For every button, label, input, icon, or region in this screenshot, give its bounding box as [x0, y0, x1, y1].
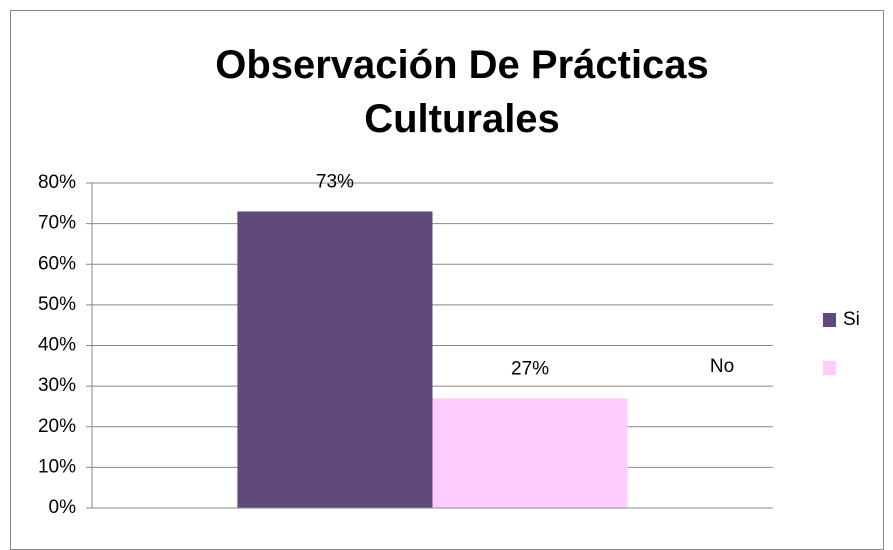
- y-tick-label: 50%: [38, 294, 76, 315]
- data-label: 73%: [316, 171, 354, 192]
- annotation: No: [710, 356, 734, 377]
- chart: 0% 10% 20% 30% 40% 50% 60% 70% 80% 73% 27% Si No: [38, 171, 860, 518]
- y-tick-label: 60%: [38, 253, 76, 274]
- y-tick-label: 40%: [38, 335, 76, 356]
- y-tick-label: 80%: [38, 172, 76, 193]
- y-tick-label: 10%: [38, 456, 76, 477]
- data-label: 27%: [511, 358, 549, 379]
- legend-label: Si: [843, 309, 860, 330]
- legend-swatch: [823, 361, 836, 375]
- y-tick-label: 30%: [38, 375, 76, 396]
- y-tick-label: 20%: [38, 416, 76, 437]
- chart-title: Observación De Prácticas Culturales: [215, 43, 709, 141]
- y-tick-label: 0%: [49, 497, 77, 518]
- page: Observación De Prácticas Culturales 0% 10…: [10, 10, 884, 550]
- bar: [432, 398, 628, 508]
- y-tick-label: 70%: [38, 213, 76, 234]
- legend-swatch: [823, 313, 836, 327]
- bar: [237, 211, 433, 508]
